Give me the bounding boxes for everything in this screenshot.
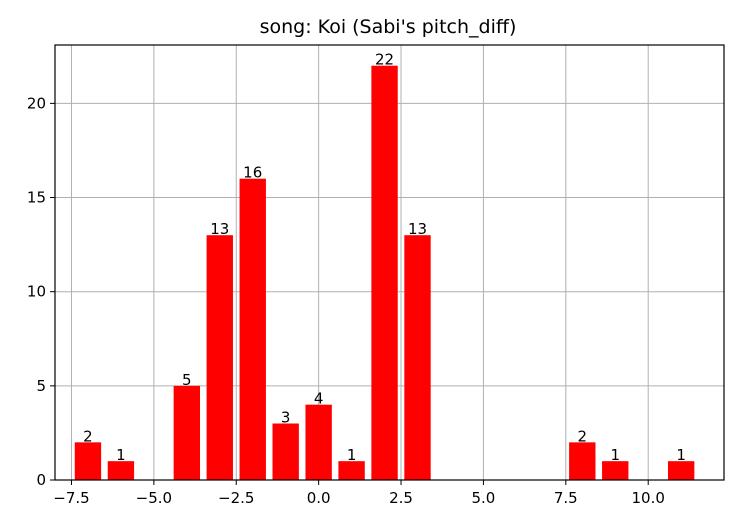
bar-value-label: 22 [375, 51, 394, 69]
bar [239, 178, 266, 480]
bar [602, 461, 629, 480]
x-tick-label: −2.5 [218, 489, 254, 507]
bars [74, 65, 695, 480]
bar [74, 442, 102, 480]
bar [305, 404, 332, 480]
y-axis: 0 5 10 15 20 [27, 94, 55, 489]
x-tick-label: −5.0 [136, 489, 172, 507]
bar [338, 461, 365, 480]
bar-value-label: 2 [578, 427, 588, 445]
plot-frame [54, 44, 725, 481]
bar [272, 423, 299, 480]
bar-value-label: 2 [83, 427, 93, 445]
y-tick-label: 20 [27, 94, 46, 112]
x-axis: −7.5 −5.0 −2.5 0.0 2.5 5.0 7.5 10.0 [53, 480, 665, 507]
bar-value-label: 13 [210, 220, 229, 238]
bar [667, 461, 695, 480]
x-tick-label: 5.0 [471, 489, 495, 507]
bar-value-label: 16 [243, 164, 262, 182]
y-tick-label: 5 [36, 377, 46, 395]
bar [569, 442, 596, 480]
bar-value-label: 4 [314, 390, 324, 408]
bar [107, 461, 135, 480]
bar-value-label: 1 [116, 446, 126, 464]
bar-value-label: 1 [610, 446, 620, 464]
data-labels: 2 1 5 13 16 3 4 1 22 13 2 1 1 [83, 51, 686, 464]
y-tick-label: 15 [27, 189, 46, 207]
bar-value-label: 13 [408, 220, 427, 238]
x-tick-label: 0.0 [307, 489, 331, 507]
chart-title: song: Koi (Sabi's pitch_diff) [260, 16, 517, 38]
bar [404, 235, 431, 480]
bar [173, 385, 201, 480]
bar [371, 65, 398, 480]
bar-value-label: 3 [281, 409, 291, 427]
x-tick-label: 7.5 [554, 489, 578, 507]
y-tick-label: 0 [36, 471, 46, 489]
y-tick-label: 10 [27, 283, 46, 301]
bar-value-label: 1 [347, 446, 357, 464]
x-tick-label: 10.0 [631, 489, 664, 507]
bar [206, 235, 233, 480]
bar-value-label: 5 [182, 371, 192, 389]
bar-value-label: 1 [676, 446, 686, 464]
x-tick-label: 2.5 [389, 489, 413, 507]
x-tick-label: −7.5 [53, 489, 89, 507]
